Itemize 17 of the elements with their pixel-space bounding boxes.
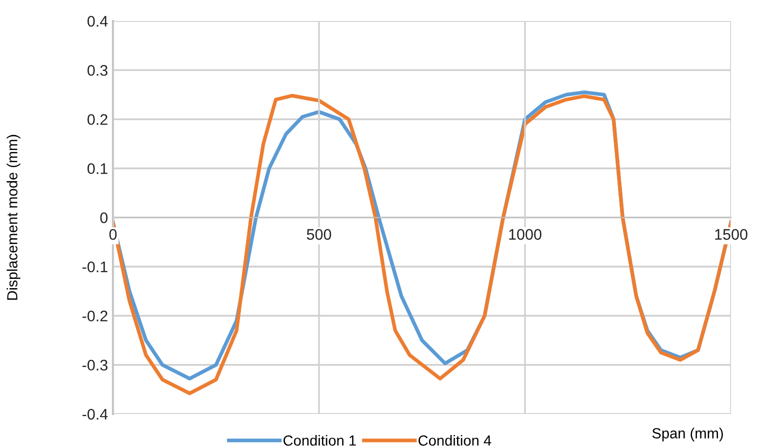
- y-tick-label: 0.2: [88, 114, 108, 125]
- legend-label: Condition 4: [418, 434, 492, 446]
- y-axis-title: Displacement mode (mm): [6, 134, 20, 300]
- y-tick-label: 0.4: [88, 16, 108, 27]
- x-tick-label: 0: [109, 229, 117, 240]
- x-tick-label: 500: [306, 229, 332, 240]
- y-tick-label: -0.2: [82, 310, 108, 322]
- legend-label: Condition 1: [284, 434, 356, 446]
- x-axis-title: Span (mm): [652, 428, 723, 442]
- y-tick-label: -0.1: [82, 261, 108, 272]
- x-tick-label: 1500: [715, 229, 748, 240]
- x-tick-label: 1000: [509, 229, 542, 240]
- y-tick-label: 0: [100, 212, 108, 224]
- y-tick-label: 0.1: [88, 163, 108, 174]
- y-tick-label: 0.3: [88, 64, 108, 76]
- y-tick-label: -0.4: [82, 408, 108, 420]
- y-tick-label: -0.3: [82, 360, 108, 371]
